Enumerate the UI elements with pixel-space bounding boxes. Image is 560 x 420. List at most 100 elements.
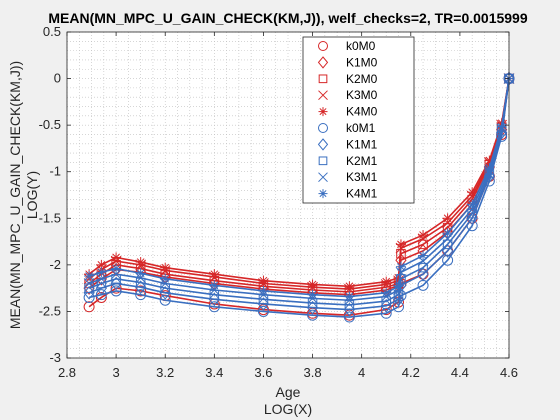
data-point	[395, 261, 406, 272]
marker-ast-d2	[97, 261, 106, 269]
marker-diamond	[317, 56, 329, 69]
data-point	[258, 275, 269, 286]
marker-square	[318, 74, 328, 84]
data-point	[343, 302, 356, 317]
marker-ast-d2	[112, 253, 120, 262]
marker-diamond	[135, 280, 147, 294]
tick-labels: 2.8 3 3.2 3.4 3.6 3.8 4 4.2 4.4 4.6 -3 -2.5 -2 -1.5 -1…	[39, 24, 518, 380]
x-tick-label: 3.6	[254, 365, 272, 380]
legend-marker	[317, 138, 329, 151]
marker-ast-d2	[345, 282, 354, 291]
legend-marker	[318, 107, 328, 117]
marker-ast-d2	[308, 280, 317, 289]
data-point	[110, 268, 122, 280]
data-point	[160, 262, 171, 273]
legend-marker	[317, 56, 329, 69]
marker-x-b	[318, 90, 328, 101]
marker-ast-d2	[259, 287, 268, 295]
marker-ast-d2	[382, 277, 391, 286]
data-point	[442, 213, 453, 224]
y-axis-label-sub: LOG(Y)	[24, 171, 40, 219]
data-point	[307, 279, 318, 290]
marker-ast-d2	[419, 231, 427, 239]
ticks	[66, 31, 510, 359]
marker-circle	[343, 311, 355, 323]
marker-square	[418, 239, 428, 250]
marker-circle	[318, 123, 328, 133]
marker-x-b	[318, 172, 328, 183]
legend-label: k0M1	[346, 121, 376, 135]
series-line	[88, 78, 510, 298]
data-point	[159, 294, 171, 306]
marker-diamond	[257, 297, 270, 311]
series-layer	[83, 71, 515, 323]
data-point	[393, 281, 404, 292]
data-point	[466, 211, 478, 226]
data-point	[467, 199, 478, 210]
x-tick-label: 3.2	[156, 365, 174, 380]
marker-circle	[110, 285, 122, 297]
marker-square	[442, 239, 453, 250]
marker-diamond	[317, 138, 329, 151]
data-point	[344, 281, 355, 292]
x-tick-label: 4.2	[402, 365, 420, 380]
data-point	[160, 273, 171, 284]
marker-ast-d2	[382, 288, 391, 297]
data-point	[135, 280, 147, 294]
data-point	[209, 269, 220, 280]
data-point	[344, 291, 355, 302]
marker-ast-d2	[468, 200, 477, 209]
legend-items: k0M0 K1M0 K2M0 K3M0 K4M0 k0M1 K1M1 K2M1 K3M1 K4M1	[317, 39, 378, 201]
y-tick-label: -2	[49, 257, 61, 272]
marker-circle	[83, 301, 95, 313]
x-tick-label: 4.6	[500, 365, 518, 380]
legend-label: K1M1	[346, 137, 378, 151]
data-point	[380, 307, 392, 319]
data-point	[84, 271, 95, 282]
data-point	[208, 292, 220, 307]
data-point	[111, 252, 122, 263]
legend-marker	[318, 90, 328, 101]
marker-x-b	[83, 278, 95, 289]
data-point	[484, 162, 495, 173]
data-point	[306, 300, 319, 315]
marker-circle	[95, 289, 107, 301]
marker-diamond	[208, 292, 220, 307]
legend-marker	[318, 189, 328, 199]
marker-ast-d2	[136, 258, 145, 266]
marker-ast-d2	[443, 229, 452, 238]
marker-diamond	[159, 286, 171, 300]
legend-marker	[318, 74, 328, 84]
marker-ast-d2	[161, 274, 170, 283]
legend-marker	[318, 156, 328, 166]
marker-ast-d2	[497, 123, 506, 131]
legend-label: K3M0	[346, 88, 378, 102]
series-line	[88, 78, 510, 302]
data-point	[110, 276, 122, 291]
data-point	[135, 285, 147, 297]
marker-ast-d2	[345, 292, 354, 301]
marker-circle	[442, 254, 454, 266]
legend-label: K2M1	[346, 154, 378, 168]
marker-circle	[95, 291, 107, 303]
chart-title: MEAN(MN_MPC_U_GAIN_CHECK(KM,J)), welf_ch…	[48, 10, 527, 26]
x-tick-label: 3.8	[304, 365, 322, 380]
data-point	[418, 250, 429, 261]
legend-label: K2M0	[346, 72, 378, 86]
marker-circle	[393, 301, 404, 313]
x-axis-label-sub: LOG(X)	[264, 401, 312, 417]
marker-ast-d2	[97, 268, 106, 277]
x-tick-label: 3	[112, 365, 119, 380]
data-point	[380, 299, 392, 313]
data-point	[381, 287, 392, 298]
y-tick-label: -1	[49, 164, 61, 179]
data-point	[496, 122, 507, 133]
data-point	[111, 263, 122, 274]
marker-circle	[208, 301, 220, 313]
marker-diamond	[306, 300, 319, 315]
data-point	[442, 228, 453, 239]
marker-ast-d2	[319, 108, 327, 116]
data-point	[95, 291, 107, 303]
marker-x-b	[417, 255, 429, 267]
marker-ast-d2	[210, 270, 219, 279]
